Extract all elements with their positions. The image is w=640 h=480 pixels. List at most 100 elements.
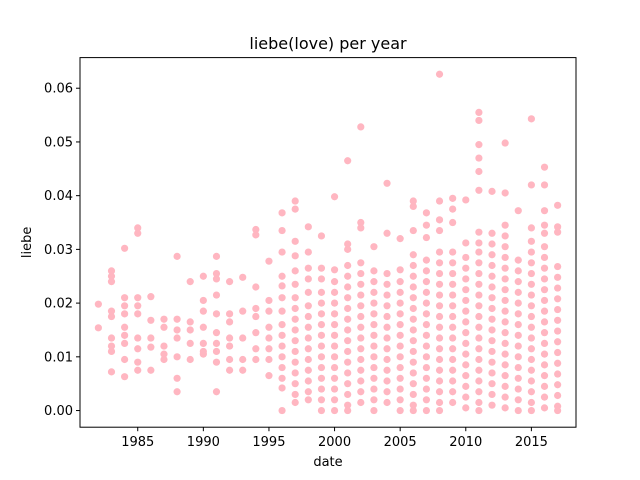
data-point (501, 189, 509, 197)
data-point (554, 295, 562, 303)
data-point (147, 316, 155, 324)
data-point (278, 331, 286, 339)
data-point (554, 370, 562, 378)
data-point (540, 329, 549, 337)
data-point (527, 259, 535, 267)
data-point (488, 347, 496, 356)
data-point (554, 359, 562, 367)
data-point (330, 266, 339, 274)
data-point (422, 278, 431, 286)
data-point (501, 382, 509, 390)
data-point (540, 207, 549, 215)
data-point (291, 237, 299, 245)
data-point (462, 296, 470, 305)
data-point (357, 398, 365, 407)
data-point (554, 305, 562, 314)
data-point (422, 233, 431, 242)
data-point (396, 396, 404, 404)
data-point (462, 350, 470, 358)
data-point (462, 307, 470, 315)
data-point (357, 355, 365, 364)
data-point (462, 318, 470, 326)
data-point (383, 355, 391, 364)
data-point (488, 326, 496, 334)
data-point (501, 275, 509, 283)
chart-title: liebe(love) per year (249, 34, 407, 53)
data-point (514, 396, 522, 404)
data-point (409, 406, 417, 415)
data-point (527, 377, 535, 385)
data-point (121, 244, 129, 252)
data-point (409, 272, 417, 280)
data-point (252, 329, 260, 337)
data-point (422, 385, 431, 393)
data-point (291, 280, 299, 288)
y-tick-label: 0.01 (44, 350, 73, 365)
data-point (239, 366, 247, 374)
data-point (435, 398, 444, 407)
data-point (370, 243, 378, 251)
data-point (527, 237, 535, 245)
data-point (488, 337, 496, 345)
data-point (134, 302, 142, 310)
data-point (304, 312, 312, 321)
data-point (396, 288, 404, 296)
data-point (449, 259, 457, 267)
data-point (121, 302, 129, 310)
data-point (383, 345, 391, 353)
data-point (291, 315, 299, 323)
data-point (554, 273, 562, 281)
data-point (160, 315, 168, 323)
data-point (540, 163, 549, 171)
data-point (330, 310, 339, 318)
data-point (160, 350, 168, 358)
data-point (449, 345, 457, 353)
data-point (435, 216, 444, 224)
data-point (449, 248, 457, 256)
data-point (344, 326, 352, 334)
data-point (278, 272, 286, 280)
data-point (317, 353, 326, 361)
data-point (291, 347, 299, 356)
data-point (449, 291, 457, 299)
data-point (304, 323, 312, 331)
data-point (409, 347, 417, 356)
data-point (540, 264, 549, 272)
data-point (422, 353, 431, 361)
data-point (344, 157, 352, 165)
data-point (212, 252, 221, 260)
data-point (383, 179, 391, 187)
data-point (527, 224, 535, 232)
data-point (304, 275, 312, 283)
data-point (422, 221, 431, 229)
data-point (344, 406, 352, 415)
data-point (160, 355, 168, 364)
data-point (540, 339, 549, 347)
data-point (173, 388, 181, 396)
data-point (121, 339, 129, 347)
data-point (330, 406, 339, 415)
data-point (475, 108, 483, 116)
data-point (409, 390, 417, 399)
data-point (501, 372, 509, 380)
data-point (317, 374, 326, 382)
data-point (357, 377, 365, 385)
y-tick-label: 0.03 (44, 243, 73, 258)
data-point (291, 358, 299, 366)
data-point (304, 264, 312, 272)
data-point (344, 315, 352, 323)
data-point (514, 267, 522, 275)
data-point (199, 323, 207, 331)
data-point (330, 193, 339, 201)
data-point (540, 275, 549, 283)
data-point (317, 385, 326, 393)
data-point (409, 369, 417, 377)
data-point (134, 345, 142, 353)
data-point (212, 310, 221, 318)
data-point (239, 355, 247, 364)
data-point (554, 223, 562, 231)
data-point (317, 363, 326, 372)
x-tick-label: 1990 (187, 435, 220, 450)
data-point (462, 253, 470, 262)
